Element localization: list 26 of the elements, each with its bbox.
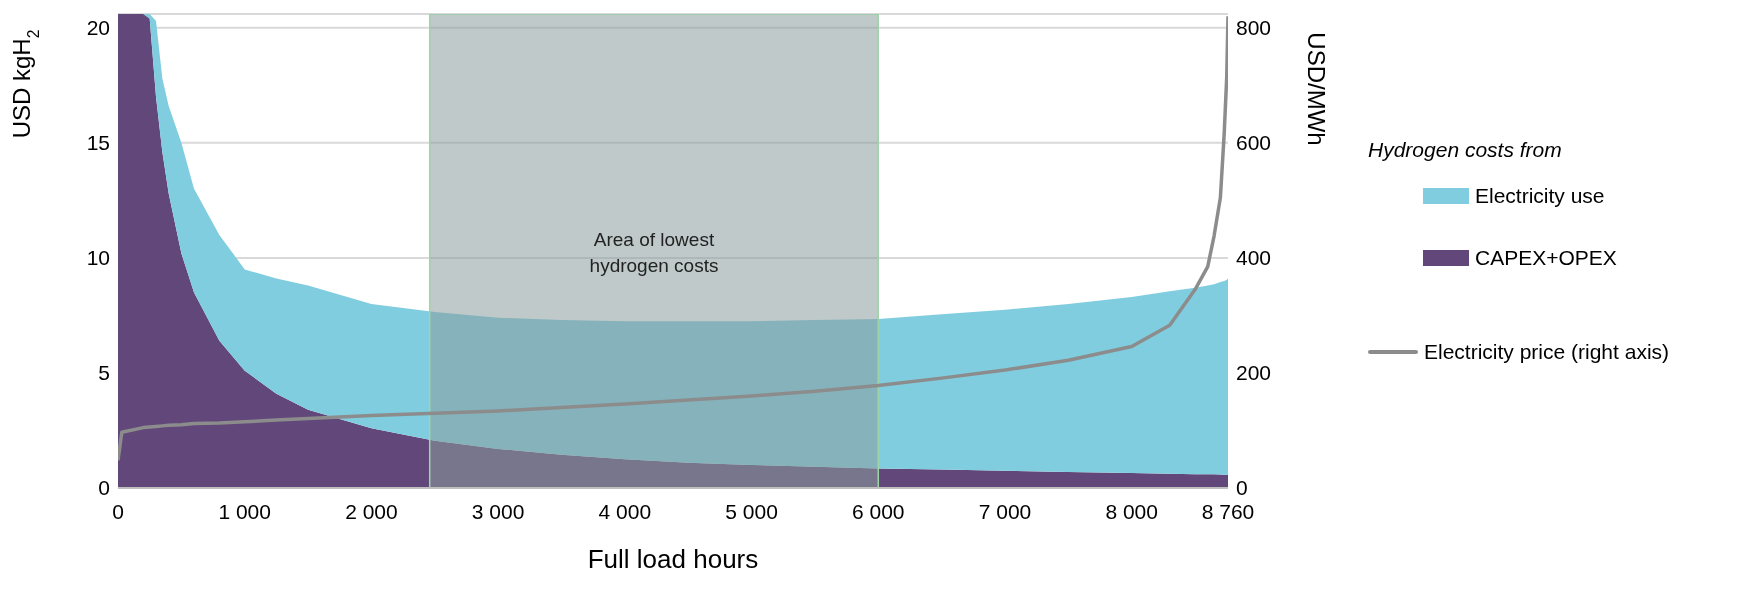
legend-label: Electricity use — [1475, 184, 1605, 208]
x-axis-title: Full load hours — [587, 544, 759, 574]
y2-tick-label: 400 — [1236, 246, 1272, 270]
x-tick-label: 1 000 — [218, 499, 271, 523]
x-tick-label: 8 760 — [1201, 499, 1255, 523]
x-tick-label: 8 000 — [1105, 499, 1158, 523]
x-tick-label: 3 000 — [471, 499, 525, 523]
y-tick-label: 20 — [86, 16, 110, 40]
y2-tick-label: 800 — [1236, 16, 1272, 40]
y-tick-label: 0 — [98, 476, 110, 500]
x-tick-label: 6 000 — [851, 499, 905, 523]
legend-label: Electricity price (right axis) — [1424, 340, 1670, 364]
x-tick-label: 7 000 — [978, 499, 1032, 523]
x-tick-label: 5 000 — [725, 499, 778, 523]
y2-axis-title: USD/MWh — [1303, 32, 1330, 146]
band-label: Area of lowest hydrogen costs — [589, 229, 719, 277]
x-tick-label: 4 000 — [598, 499, 652, 523]
x-tick-label: 2 000 — [345, 499, 398, 523]
y-tick-label: 15 — [86, 131, 110, 155]
y2-tick-label: 0 — [1236, 476, 1248, 500]
y2-tick-label: 200 — [1236, 361, 1272, 385]
y-tick-label: 5 — [98, 361, 110, 385]
legend-title: Hydrogen costs from — [1368, 138, 1563, 162]
y-tick-label: 10 — [86, 246, 110, 270]
legend-label: CAPEX+OPEX — [1475, 246, 1617, 270]
y2-tick-label: 600 — [1236, 131, 1272, 155]
